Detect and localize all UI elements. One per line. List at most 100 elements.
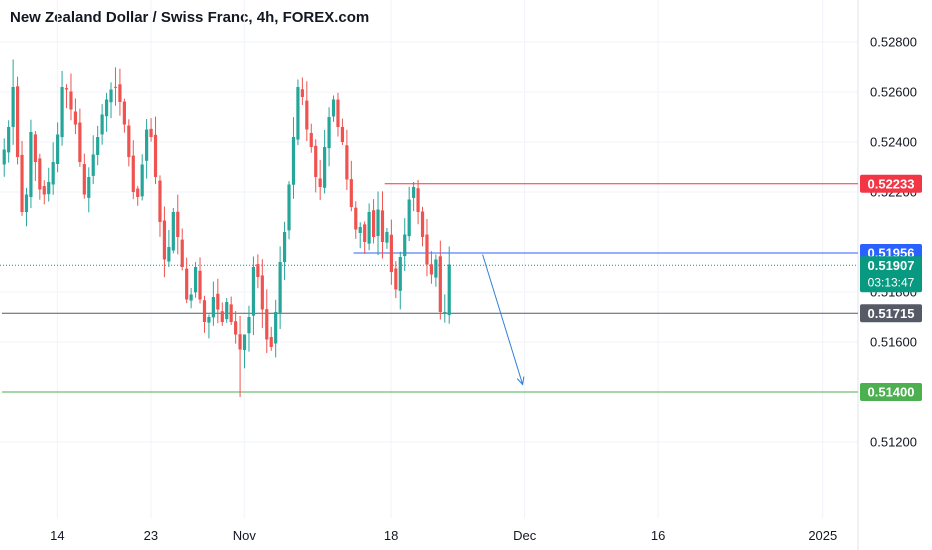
candle-body — [420, 211, 425, 237]
candle-body — [185, 268, 189, 300]
candle-body — [349, 179, 353, 207]
candle-body — [274, 312, 278, 344]
candle-body — [42, 186, 46, 195]
candle-body — [220, 311, 224, 322]
candle-body — [318, 178, 322, 187]
candle-body — [78, 122, 82, 162]
time-tick-label: 18 — [384, 528, 398, 543]
price-tick-label: 0.51200 — [870, 435, 917, 450]
candle-body — [189, 294, 193, 301]
level-resistance-badge — [860, 174, 922, 193]
candle-body — [131, 155, 135, 192]
candle-body — [412, 187, 416, 198]
candle-body — [82, 164, 86, 195]
time-tick-label: 23 — [144, 528, 158, 543]
candle-body — [429, 264, 434, 275]
time-tick-label: 2025 — [808, 528, 837, 543]
candle-body — [91, 154, 95, 176]
grid — [0, 0, 859, 550]
candle-body — [354, 207, 358, 230]
candle-body — [247, 317, 251, 334]
candle-body — [225, 302, 229, 320]
candle-body — [323, 147, 327, 188]
candle-body — [296, 87, 300, 140]
candle-body — [385, 232, 389, 243]
price-tick-label: 0.51600 — [870, 335, 917, 350]
candle-body — [327, 117, 331, 149]
candle-body — [136, 188, 140, 197]
candle-body — [447, 264, 451, 316]
candle-body — [73, 111, 78, 125]
candle-body — [145, 129, 149, 161]
candle-body — [162, 220, 167, 260]
time-axis[interactable]: 14 23 Nov 18 Dec 16 2025 — [50, 528, 837, 543]
candle-body — [260, 275, 264, 310]
candle-body — [340, 126, 345, 142]
candle-body — [7, 127, 11, 153]
level-resistance-label: 0.52233 — [868, 176, 915, 191]
candle-body — [425, 234, 429, 265]
candle-body — [171, 212, 175, 251]
candle-body — [51, 162, 55, 185]
candle-body — [314, 145, 318, 177]
candle-body — [403, 234, 407, 257]
candle-body — [56, 134, 60, 165]
candle-body — [438, 256, 442, 312]
candle-body — [407, 199, 411, 237]
candle-body — [287, 184, 291, 231]
price-tick-label: 0.52400 — [870, 135, 917, 150]
level-target-label: 0.51400 — [868, 385, 915, 400]
candle-body — [443, 312, 447, 313]
candle-body — [291, 137, 296, 185]
current-price-label: 0.51907 — [868, 258, 915, 273]
chart-title: New Zealand Dollar / Swiss Franc, 4h, FO… — [10, 9, 370, 26]
candle-body — [158, 180, 162, 222]
candle-body — [193, 267, 198, 293]
candle-body — [234, 321, 238, 335]
candle-body — [269, 337, 273, 347]
level-support-badge — [860, 304, 922, 323]
current-price-badge — [860, 256, 922, 293]
arrow-shaft[interactable] — [482, 254, 524, 385]
candle-body — [251, 267, 256, 316]
candle-body — [64, 88, 69, 90]
candle-body — [87, 177, 91, 198]
candle-body — [127, 125, 131, 157]
candle-body — [416, 188, 420, 212]
arrow-head[interactable] — [516, 376, 525, 386]
candle-body — [20, 154, 24, 212]
candle-body — [198, 270, 202, 300]
candle-body — [229, 304, 233, 322]
candle-body — [113, 86, 118, 88]
candle-body — [38, 158, 42, 190]
candle-body — [363, 224, 367, 242]
candle-body — [122, 101, 126, 125]
candle-body — [376, 209, 380, 237]
time-tick-label: 16 — [651, 528, 665, 543]
candle-body — [331, 99, 336, 117]
candle-body — [60, 87, 64, 138]
candle-body — [256, 264, 260, 277]
time-tick-label: 14 — [50, 528, 64, 543]
candle-body — [305, 100, 309, 130]
price-tick-label: 0.52600 — [870, 85, 917, 100]
candle-body — [278, 262, 282, 313]
candle-body — [11, 87, 15, 127]
candles — [2, 59, 451, 397]
candle-body — [371, 210, 376, 237]
candle-body — [167, 247, 171, 262]
candle-body — [15, 86, 20, 157]
candle-body — [389, 234, 393, 272]
candle-body — [345, 145, 349, 180]
candle-body — [202, 300, 207, 322]
projection-arrow[interactable] — [482, 254, 525, 386]
level-lines[interactable] — [0, 183, 858, 393]
candle-body — [238, 334, 242, 350]
candle-body — [24, 194, 29, 213]
candle-body — [358, 227, 362, 234]
candle-body — [118, 84, 122, 102]
candle-body — [434, 259, 438, 278]
candle-body — [104, 99, 109, 117]
candle-body — [69, 91, 73, 110]
